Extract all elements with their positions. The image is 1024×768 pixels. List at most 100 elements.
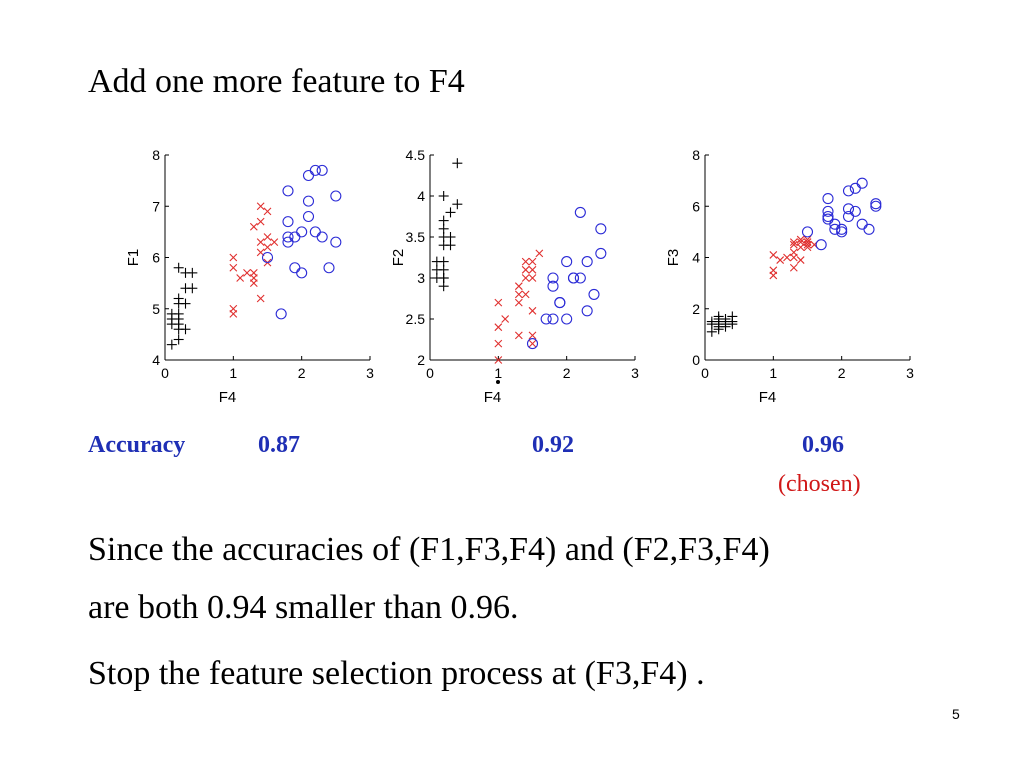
x-point	[789, 238, 798, 247]
y-tick-label: 5	[152, 301, 160, 317]
plus-point	[720, 319, 731, 330]
x-tick-label: 3	[631, 365, 639, 381]
y-tick-label: 0	[692, 352, 700, 368]
x-point	[521, 257, 530, 266]
x-point	[789, 253, 798, 262]
accuracy-value-f1-f4: 0.87	[258, 432, 300, 458]
circle-point	[567, 272, 580, 284]
accuracy-label: Accuracy	[88, 432, 186, 458]
circle-point	[581, 305, 593, 317]
x-point	[528, 306, 537, 315]
y-tick-label: 3.5	[406, 229, 426, 245]
x-point	[501, 315, 510, 323]
circle-point	[815, 239, 827, 251]
circle-point	[296, 267, 308, 279]
circle-point	[842, 185, 855, 197]
circle-point	[282, 236, 294, 248]
x-tick-label: 3	[366, 365, 374, 381]
circle-point	[275, 308, 287, 320]
x-point	[236, 274, 245, 282]
circle-point	[302, 210, 315, 223]
x-point	[494, 298, 503, 307]
x-point	[796, 235, 805, 244]
y-tick-label: 2	[692, 301, 700, 317]
x-point	[769, 251, 778, 259]
x-point	[229, 263, 238, 272]
circle-point	[316, 164, 328, 176]
circle-point	[526, 338, 539, 350]
plus-point	[727, 316, 738, 327]
circle-point	[282, 216, 294, 228]
x-tick-label: 3	[906, 365, 914, 381]
x-tick-label: 0	[161, 365, 169, 381]
x-point	[528, 331, 537, 340]
y-tick-label: 7	[152, 198, 160, 214]
x-axis-label: F4	[759, 389, 777, 406]
x-point	[256, 217, 265, 226]
accuracy-value-f3-f4: 0.96	[802, 432, 844, 458]
y-tick-label: 4	[692, 250, 700, 266]
x-point	[783, 253, 791, 262]
plus-point	[438, 256, 449, 267]
plus-point	[166, 339, 177, 350]
x-point	[528, 339, 537, 348]
circle-point	[581, 256, 593, 268]
circle-point	[261, 251, 274, 264]
x-point	[263, 243, 272, 252]
x-tick-label: 2	[838, 365, 846, 381]
x-point	[494, 323, 503, 332]
circle-point	[842, 210, 855, 223]
x-point	[249, 222, 258, 231]
x-tick-label: 2	[298, 365, 306, 381]
x-point	[514, 290, 523, 299]
circle-point	[870, 198, 882, 210]
circle-point	[323, 262, 335, 274]
x-point	[270, 238, 279, 247]
stray-dot-mark	[496, 380, 500, 384]
x-axis-label: F4	[484, 389, 502, 406]
y-tick-label: 2.5	[406, 311, 426, 327]
x-point	[494, 339, 503, 348]
plus-point	[431, 273, 442, 283]
y-tick-label: 4	[417, 188, 425, 204]
conclusion-line-2: are both 0.94 smaller than 0.96.	[88, 589, 519, 626]
circle-point	[309, 226, 321, 238]
y-tick-label: 8	[152, 147, 160, 163]
circle-point	[302, 195, 315, 207]
x-tick-label: 2	[563, 365, 571, 381]
x-point	[796, 243, 805, 252]
circle-point	[870, 200, 882, 212]
circle-point	[822, 193, 834, 205]
x-tick-label: 1	[769, 365, 777, 381]
y-tick-label: 8	[692, 147, 700, 163]
x-point	[514, 298, 523, 307]
plus-point	[713, 324, 724, 335]
x-point	[789, 263, 798, 272]
circle-point	[836, 226, 848, 238]
x-point	[769, 271, 778, 280]
circle-point	[863, 223, 875, 235]
x-point	[521, 265, 530, 274]
plus-point	[187, 267, 198, 278]
plus-point	[438, 240, 449, 251]
x-point	[803, 240, 812, 249]
x-point	[256, 238, 265, 247]
plus-point	[180, 298, 191, 309]
circle-point	[282, 185, 294, 197]
accuracy-value-f2-f4: 0.92	[532, 432, 574, 458]
plus-point	[173, 262, 184, 273]
circle-point	[856, 218, 868, 230]
y-axis-label: F3	[665, 249, 682, 267]
x-point	[528, 265, 537, 274]
circle-point	[330, 236, 342, 248]
x-point	[776, 256, 785, 264]
circle-point	[574, 206, 586, 218]
circle-point	[801, 226, 814, 238]
plus-point	[180, 324, 191, 335]
circle-point	[822, 213, 834, 225]
circle-point	[540, 313, 552, 325]
circle-point	[829, 223, 841, 235]
circle-point	[856, 177, 868, 189]
circle-point	[842, 203, 855, 215]
plus-point	[438, 281, 449, 292]
